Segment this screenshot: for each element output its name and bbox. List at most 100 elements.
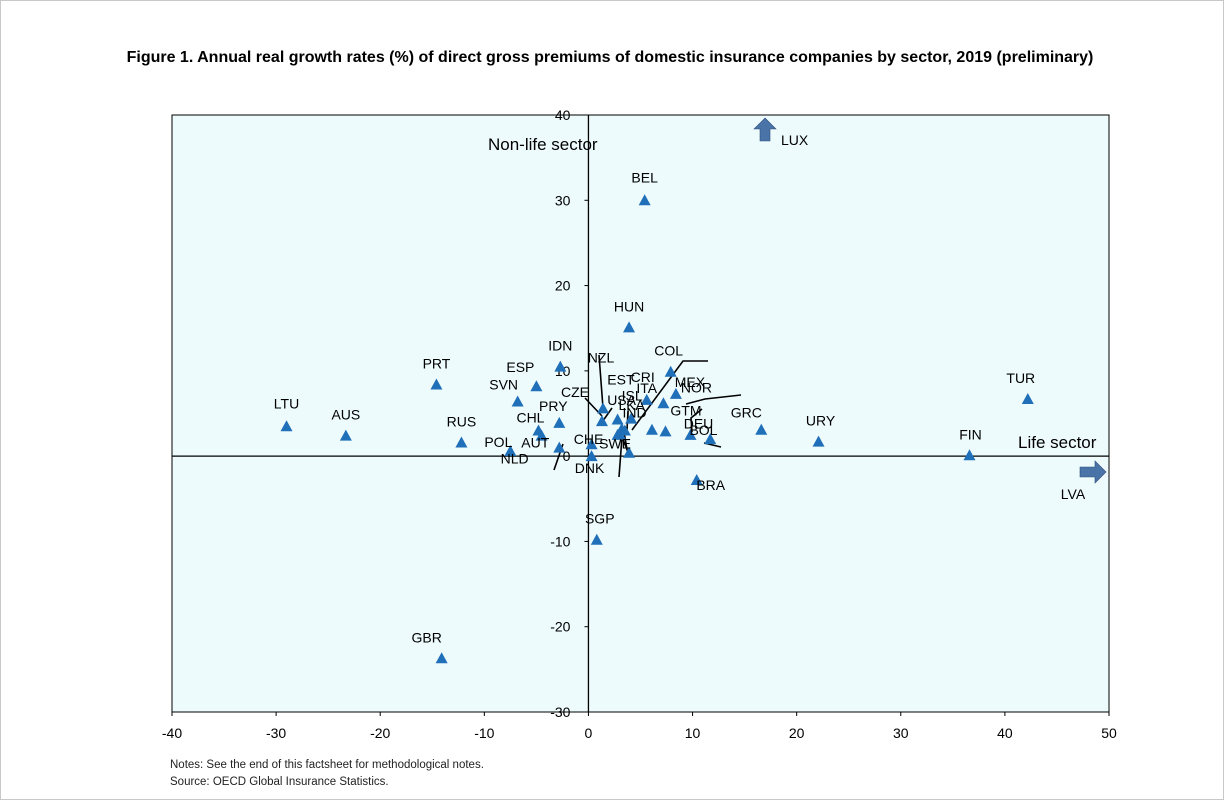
figure-title: Figure 1. Annual real growth rates (%) o… [126,49,1094,66]
marker-rus [455,436,468,448]
marker-grc [755,423,768,435]
marker-nld [535,429,548,441]
label-ury: URY [806,413,836,429]
marker-che [585,438,598,450]
leader-line-est [618,436,623,478]
marker-pry [553,416,566,428]
marker-fin [963,449,976,461]
leader-line-ita [631,360,708,431]
label-col: COL [654,343,683,359]
marker-bra [690,474,703,486]
y-tick-label: -10 [550,533,570,549]
marker-cri [640,393,653,405]
label-swe: SWE [599,436,631,452]
y-tick-label: 20 [555,278,571,294]
label-ind: IND [623,404,647,420]
marker-usa [611,428,624,440]
label-dnk: DNK [575,460,605,476]
label-lva: LVA [1061,486,1086,502]
label-grc: GRC [731,405,762,421]
y-tick-label: -30 [550,704,570,720]
y-tick-label: 40 [555,107,571,123]
x-tick-label: -40 [162,725,182,741]
label-ita: ITA [636,380,657,396]
marker-swe [623,446,636,458]
label-nld: NLD [501,451,529,467]
marker-pol [504,445,517,457]
notes-text: Notes: See the end of this factsheet for… [170,759,484,771]
label-aut: AUT [521,435,549,451]
label-gtm: GTM [670,403,701,419]
label-bel: BEL [631,169,658,185]
label-chl: CHL [516,410,544,426]
x-tick-label: 50 [1101,725,1117,741]
label-rus: RUS [447,413,477,429]
label-lka: LKA [618,397,645,413]
notes-block: Notes: See the end of this factsheet for… [170,757,484,791]
label-tur: TUR [1006,370,1035,386]
marker-nor [657,397,670,409]
label-mex: MEX [675,374,706,390]
marker-aut [553,441,566,453]
label-esp: ESP [506,359,534,375]
x-tick-label: -30 [266,725,286,741]
marker-esp [530,380,543,392]
marker-sgp [590,533,603,545]
label-lux: LUX [781,132,809,148]
label-idn: IDN [548,338,572,354]
x-tick-label: 30 [893,725,909,741]
marker-ind [611,413,624,425]
x-tick-label: 0 [585,725,593,741]
marker-tur [1021,393,1034,405]
label-aus: AUS [331,407,360,423]
label-bol: BOL [689,422,717,438]
marker-aus [339,429,352,441]
leader-line-nor [685,394,742,405]
marker-isl [625,412,638,424]
leader-line-nzl [598,354,604,409]
marker [704,433,717,445]
marker-ury [812,435,825,447]
label-bra: BRA [696,477,725,493]
label-cri: CRI [631,369,655,385]
y-tick-label: 0 [563,448,571,464]
marker-svn [511,395,524,407]
up-arrow-icon [753,117,777,142]
x-axis-label: Life sector [1018,433,1097,452]
label-gbr: GBR [411,629,441,645]
label-isl: ISL [622,388,643,404]
label-prt: PRT [423,356,451,372]
marker-dnk [585,450,598,462]
label-che: CHE [574,431,604,447]
marker-hun [623,321,636,333]
marker-prt [430,378,443,390]
label-pol: POL [484,434,512,450]
marker-bol [684,428,697,440]
marker-gbr [435,652,448,664]
axes: -40-30-20-1001020304050-30-20-1001020304… [162,107,1117,741]
leader-line-gtm [690,408,703,433]
data-points [280,117,1107,664]
label-usa: USA [607,392,636,408]
marker-est [618,424,631,436]
marker-deu [659,425,672,437]
label-pry: PRY [539,398,568,414]
marker-col [664,365,677,377]
label-ltu: LTU [274,395,299,411]
label-hun: HUN [614,298,644,314]
label-fin: FIN [959,426,982,442]
y-axis-label: Non-life sector [488,135,598,154]
label-sgp: SGP [585,511,615,527]
y-tick-label: -20 [550,619,570,635]
x-tick-label: -10 [474,725,494,741]
marker-gtm [645,423,658,435]
x-tick-label: 20 [789,725,805,741]
right-arrow-icon [1079,460,1107,484]
marker-mex [669,387,682,399]
label-deu: DEU [684,415,714,431]
x-tick-label: -20 [370,725,390,741]
label-svn: SVN [489,377,518,393]
marker-nzl [597,402,610,414]
